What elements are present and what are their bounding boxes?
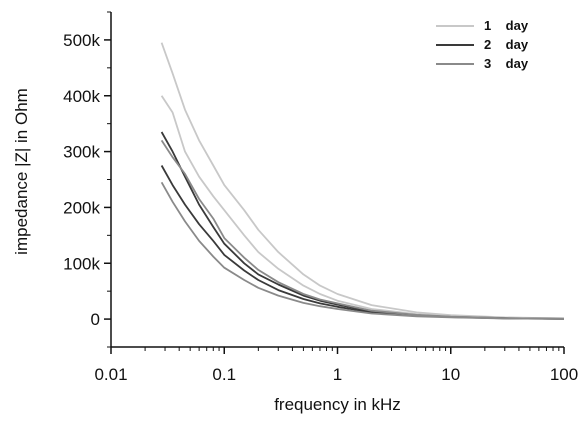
- x-tick-label: 1: [333, 365, 342, 384]
- y-axis-title: impedance |Z| in Ohm: [12, 88, 31, 255]
- series-1-curve-1: [162, 43, 564, 319]
- series-3-curve-1: [162, 140, 564, 318]
- y-tick-label: 100k: [63, 254, 100, 273]
- y-tick-label: 500k: [63, 31, 100, 50]
- x-tick-label: 100: [550, 365, 578, 384]
- legend: 1 day 2 day 3 day: [436, 18, 529, 71]
- y-tick-label: 0: [91, 310, 100, 329]
- x-tick-label: 0.1: [212, 365, 236, 384]
- y-tick-label: 200k: [63, 198, 100, 217]
- plot-lines: [162, 43, 564, 319]
- legend-label: 1 day: [484, 18, 529, 33]
- legend-label: 3 day: [484, 56, 529, 71]
- series-1-curve-2: [162, 96, 564, 319]
- x-tick-label: 0.01: [94, 365, 127, 384]
- y-ticks: 0 100k 200k 300k 400k 500k: [63, 12, 111, 347]
- legend-label: 2 day: [484, 37, 529, 52]
- x-ticks: 0.01 0.1 1 10 100: [94, 347, 578, 384]
- x-axis-title: frequency in kHz: [274, 395, 401, 414]
- series-2-curve-2: [162, 166, 564, 319]
- y-tick-label: 400k: [63, 87, 100, 106]
- series-2-curve-1: [162, 132, 564, 319]
- x-tick-label: 10: [441, 365, 460, 384]
- y-tick-label: 300k: [63, 143, 100, 162]
